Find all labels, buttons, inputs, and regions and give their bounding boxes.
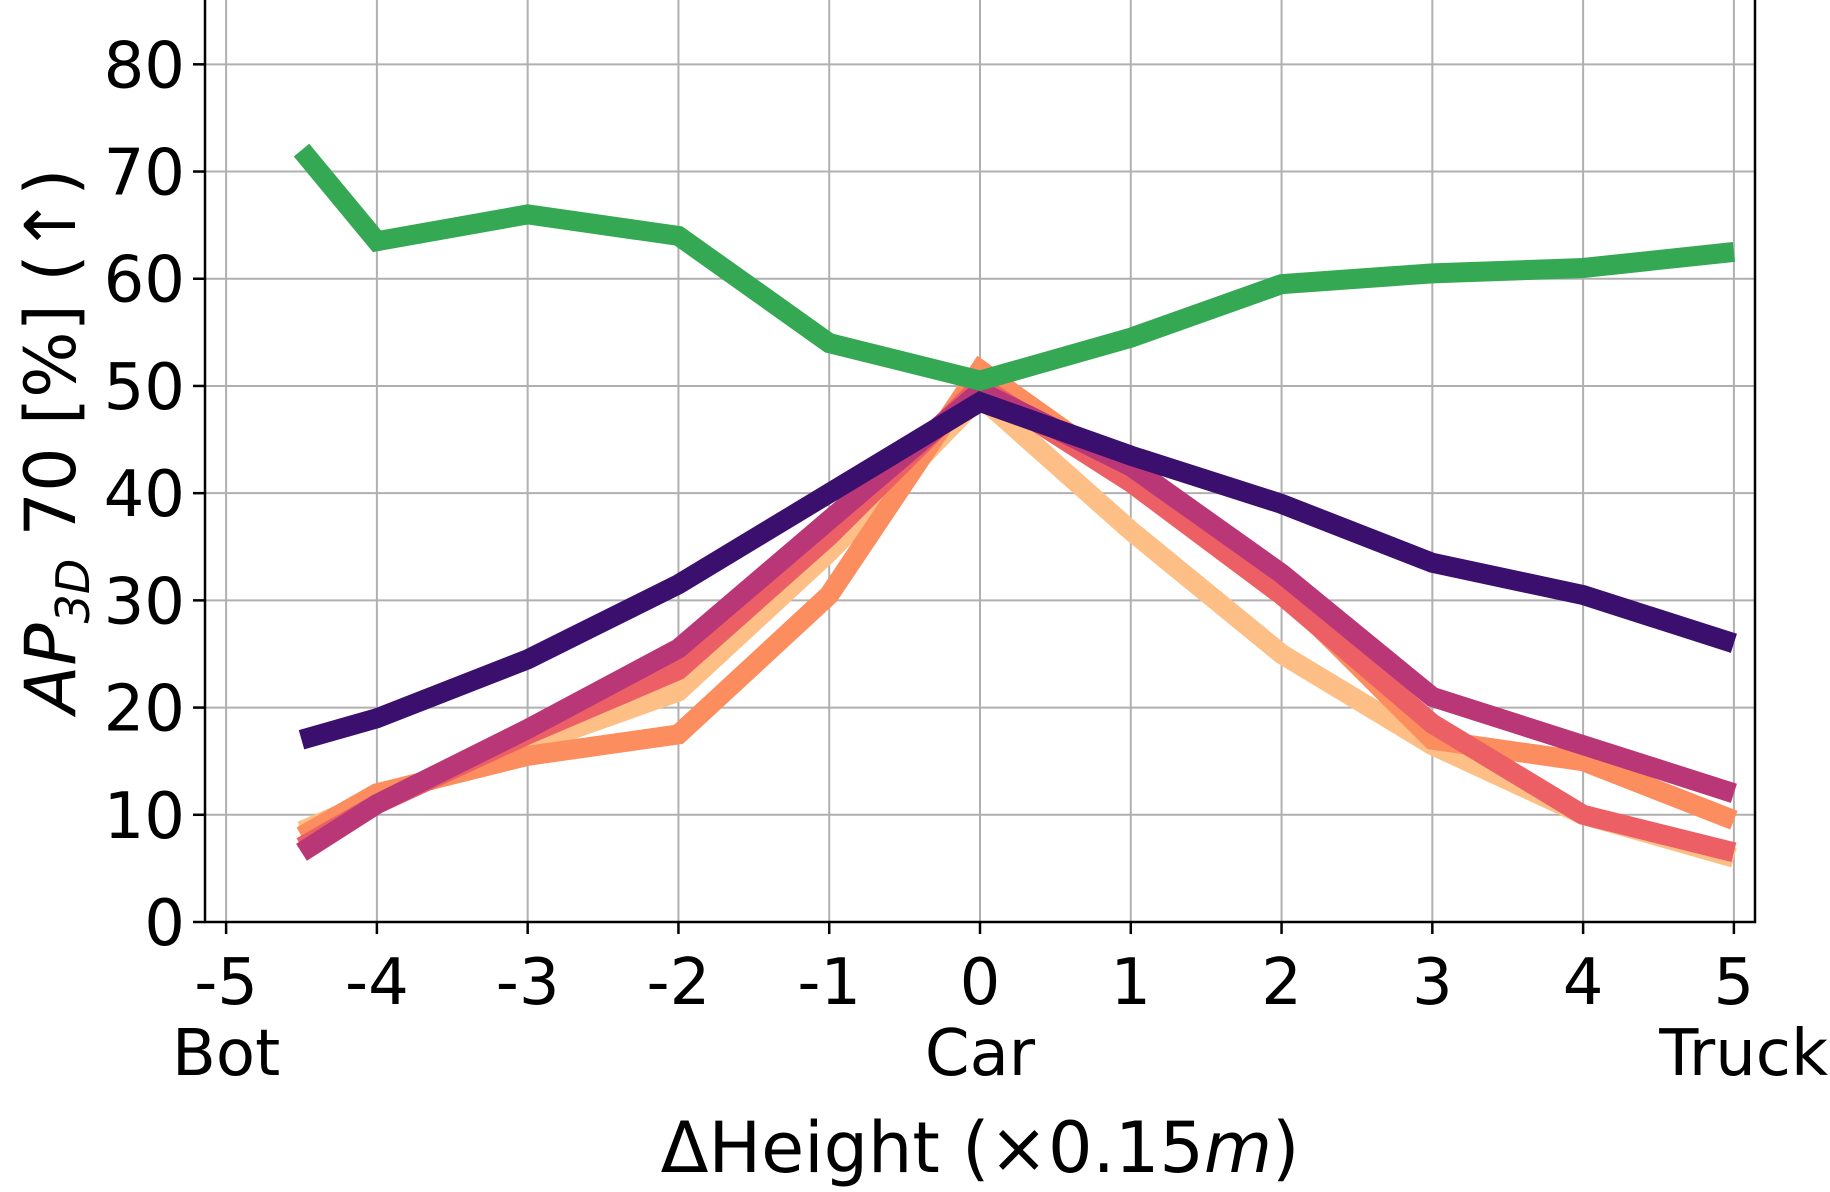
y-tick-label: 10 — [104, 780, 185, 854]
x-tick-label: -2 — [647, 946, 711, 1020]
x-category-label: Car — [925, 1017, 1036, 1091]
x-tick-label: -4 — [345, 946, 409, 1020]
x-tick-label: 2 — [1261, 946, 1302, 1020]
y-tick-label: 70 — [104, 137, 185, 211]
x-category-label: Bot — [172, 1017, 280, 1091]
x-tick-label: 0 — [960, 946, 1001, 1020]
y-tick-label: 50 — [104, 351, 185, 425]
series-line — [296, 379, 1737, 861]
series-line — [293, 143, 1735, 391]
x-axis-label: ΔHeight (×0.15m) — [661, 1107, 1300, 1189]
x-tick-label: -5 — [194, 946, 258, 1020]
x-category-labels: Bot Car Truck — [172, 1017, 1828, 1091]
x-tick-label: 3 — [1412, 946, 1453, 1020]
y-axis-label: AP3D 70 [%] (↑) — [10, 168, 100, 717]
x-tick-label: -3 — [496, 946, 560, 1020]
x-tick-label: -1 — [797, 946, 861, 1020]
y-tick-label: 0 — [144, 887, 185, 961]
x-category-label: Truck — [1658, 1017, 1828, 1091]
grid-lines — [205, 0, 1755, 923]
series-line — [298, 390, 1737, 750]
x-tick-label: 1 — [1110, 946, 1151, 1020]
y-tick-label: 20 — [104, 673, 185, 747]
x-tick-label: 4 — [1563, 946, 1604, 1020]
y-tick-label: 40 — [104, 458, 185, 532]
series-lines — [293, 143, 1738, 868]
y-tick-label: 80 — [104, 29, 185, 103]
x-tick-label: 5 — [1714, 946, 1755, 1020]
y-tick-label: 60 — [104, 244, 185, 318]
y-tick-label: 30 — [104, 565, 185, 639]
